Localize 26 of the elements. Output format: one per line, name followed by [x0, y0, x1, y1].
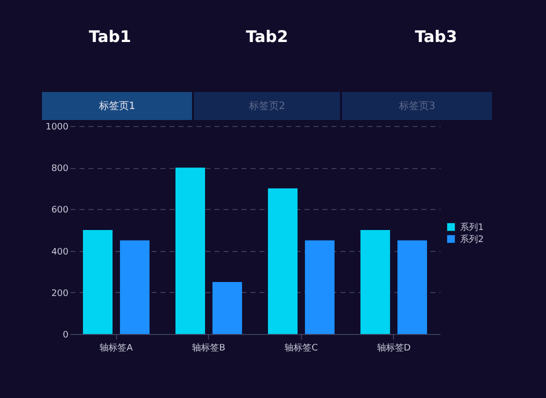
text: Tab2 — [246, 27, 288, 46]
bar — [268, 188, 298, 334]
bar — [360, 230, 390, 334]
bar — [397, 240, 428, 334]
y-tick-label: 600 — [51, 206, 69, 216]
y-tick-label: 200 — [51, 288, 69, 299]
x-tick-label: 轴标签B — [192, 342, 226, 354]
text: 标签页2 — [248, 100, 286, 112]
bar — [82, 230, 113, 334]
x-tick-label: 轴标签A — [100, 342, 134, 354]
legend-label: 系列2 — [460, 234, 484, 245]
text: Tab3 — [414, 27, 458, 46]
bar — [175, 168, 206, 334]
y-tick-label: 800 — [51, 164, 69, 174]
bar — [212, 282, 242, 334]
bar — [304, 240, 335, 334]
y-tick-label: 400 — [51, 247, 69, 258]
x-tick-label: 轴标签D — [376, 342, 411, 354]
text: 标签页3 — [398, 100, 436, 112]
x-tick-label: 轴标签C — [284, 342, 318, 354]
legend-label: 系列1 — [460, 222, 484, 233]
text: Tab1 — [88, 27, 132, 46]
bar — [120, 240, 150, 334]
text: 标签页1 — [98, 100, 136, 112]
y-tick-label: 1000 — [46, 122, 69, 132]
y-tick-label: 0 — [62, 330, 69, 340]
